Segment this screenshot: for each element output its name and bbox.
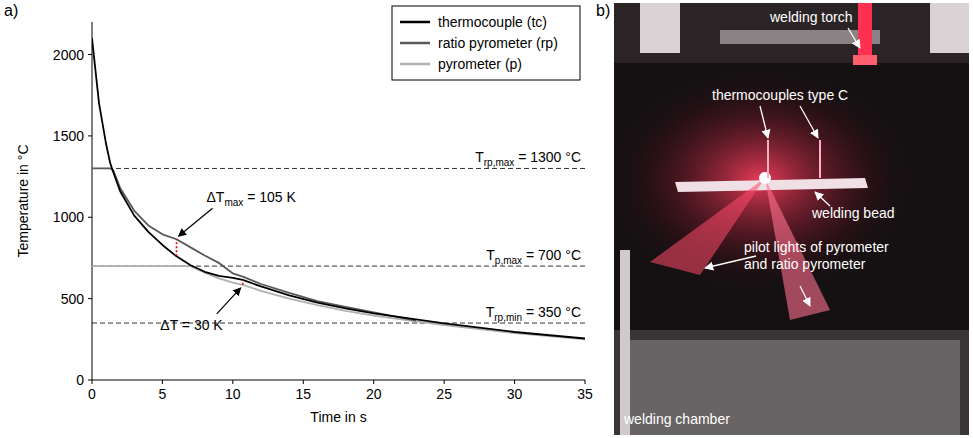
series-lines bbox=[92, 38, 585, 339]
photo-label-line: welding torch bbox=[769, 9, 853, 25]
x-tick bbox=[373, 380, 374, 384]
x-tick-label: 30 bbox=[507, 386, 523, 402]
red-glow bbox=[614, 70, 910, 290]
chamber-top bbox=[614, 3, 969, 63]
legend-swatch bbox=[400, 63, 430, 66]
photo-label: thermocouples type C bbox=[712, 87, 848, 103]
torch bbox=[858, 3, 872, 63]
chamber-part bbox=[640, 3, 680, 53]
reference-label-subscript: rp,max bbox=[484, 157, 515, 168]
y-axis-title: Temperature in °C bbox=[15, 145, 31, 258]
annotation-label: ΔT = 30 K bbox=[160, 317, 223, 333]
y-axis bbox=[92, 22, 93, 380]
series-line bbox=[92, 38, 585, 338]
welding-bead bbox=[675, 178, 868, 192]
chamber-edge bbox=[620, 250, 630, 435]
reference-label-subscript: p,max bbox=[495, 255, 522, 266]
legend: thermocouple (tc) ratio pyrometer (rp) pyr… bbox=[392, 6, 580, 80]
reference-label: Tp,max = 700 °C bbox=[486, 247, 581, 266]
y-tick bbox=[88, 217, 92, 218]
panel-label: b) bbox=[596, 2, 610, 19]
y-tick-label: 0 bbox=[76, 372, 84, 388]
y-tick bbox=[88, 380, 92, 381]
annotation-label-rest: = 30 K bbox=[178, 317, 223, 333]
legend-swatch bbox=[400, 21, 430, 24]
legend-label: pyrometer (p) bbox=[438, 56, 522, 72]
legend-label: ratio pyrometer (rp) bbox=[438, 35, 558, 51]
photo-label: pilot lights of pyrometerand ratio pyrom… bbox=[744, 239, 889, 272]
annotation-label: ΔTmax = 105 K bbox=[207, 189, 297, 208]
y-tick-label: 1000 bbox=[53, 209, 84, 225]
annotation-arrow bbox=[217, 288, 241, 314]
photo-label-line: pilot lights of pyrometer bbox=[744, 239, 889, 255]
reference-label: Trp,min = 350 °C bbox=[486, 304, 581, 323]
photo-label: welding torch bbox=[769, 9, 853, 25]
x-axis-title: Time in s bbox=[310, 409, 366, 425]
x-tick bbox=[444, 380, 445, 384]
x-tick-label: 20 bbox=[366, 386, 382, 402]
reference-label-subscript: rp,min bbox=[494, 312, 522, 323]
reference-label: Trp,max = 1300 °C bbox=[475, 149, 581, 168]
photo-label: welding bead bbox=[811, 205, 895, 221]
panel-label: a) bbox=[4, 2, 18, 19]
series-line bbox=[92, 266, 585, 339]
annotation-arrow bbox=[179, 208, 213, 236]
y-tick-label: 500 bbox=[61, 291, 85, 307]
x-tick bbox=[92, 380, 93, 384]
x-tick-label: 5 bbox=[159, 386, 167, 402]
annotation-label-rest: = 105 K bbox=[243, 189, 296, 205]
x-tick bbox=[303, 380, 304, 384]
photo-arrow bbox=[815, 192, 830, 206]
photo-arrow bbox=[848, 28, 860, 48]
y-tick-label: 2000 bbox=[53, 47, 84, 63]
thermocouple bbox=[767, 140, 769, 178]
x-tick-label: 25 bbox=[436, 386, 452, 402]
chamber-part bbox=[930, 3, 969, 53]
legend-label: thermocouple (tc) bbox=[438, 14, 547, 30]
legend-box bbox=[392, 6, 580, 80]
chamber-window bbox=[620, 340, 960, 435]
x-tick bbox=[514, 380, 515, 384]
photo-label-line: and ratio pyrometer bbox=[744, 256, 866, 272]
reference-lines bbox=[92, 168, 585, 323]
series-line bbox=[92, 168, 416, 320]
figure: a) 0 5 10 15 20 25 30 35 0 500 1000 1500 2000 Time in … bbox=[0, 0, 973, 438]
legend-swatch bbox=[400, 42, 430, 45]
x-tick-label: 0 bbox=[88, 386, 96, 402]
difference-marker bbox=[242, 280, 244, 285]
photo-arrow bbox=[800, 286, 810, 306]
annotation-label-main: ΔT bbox=[207, 189, 225, 205]
chamber-floor bbox=[614, 330, 969, 435]
torch-nozzle bbox=[853, 55, 877, 65]
pilot-spot bbox=[759, 172, 771, 184]
photo-arrow bbox=[800, 106, 818, 138]
photo-arrow bbox=[760, 106, 768, 138]
photo-label-line: welding bead bbox=[811, 205, 895, 221]
x-tick bbox=[585, 380, 586, 384]
photo-label: welding chamber bbox=[623, 411, 730, 427]
x-tick bbox=[162, 380, 163, 384]
photo-arrow bbox=[705, 256, 756, 268]
x-tick-label: 15 bbox=[295, 386, 311, 402]
y-tick bbox=[88, 135, 92, 136]
x-axis bbox=[92, 380, 585, 381]
y-tick-label: 1500 bbox=[53, 128, 84, 144]
thermocouple bbox=[819, 140, 821, 178]
x-tick-label: 10 bbox=[225, 386, 241, 402]
photo-label-line: welding chamber bbox=[623, 411, 730, 427]
difference-marker bbox=[176, 239, 178, 256]
reference-label-rest: = 1300 °C bbox=[514, 149, 581, 165]
annotation-label-subscript: max bbox=[224, 197, 243, 208]
y-tick bbox=[88, 298, 92, 299]
annotation-marks bbox=[177, 239, 243, 285]
photo bbox=[614, 3, 969, 435]
x-tick bbox=[232, 380, 233, 384]
annotation-label-main: ΔT bbox=[160, 317, 178, 333]
x-tick-label: 35 bbox=[577, 386, 593, 402]
y-tick bbox=[88, 54, 92, 55]
reference-label-rest: = 350 °C bbox=[522, 304, 581, 320]
photo-label-line: thermocouples type C bbox=[712, 87, 848, 103]
reference-label-rest: = 700 °C bbox=[522, 247, 581, 263]
